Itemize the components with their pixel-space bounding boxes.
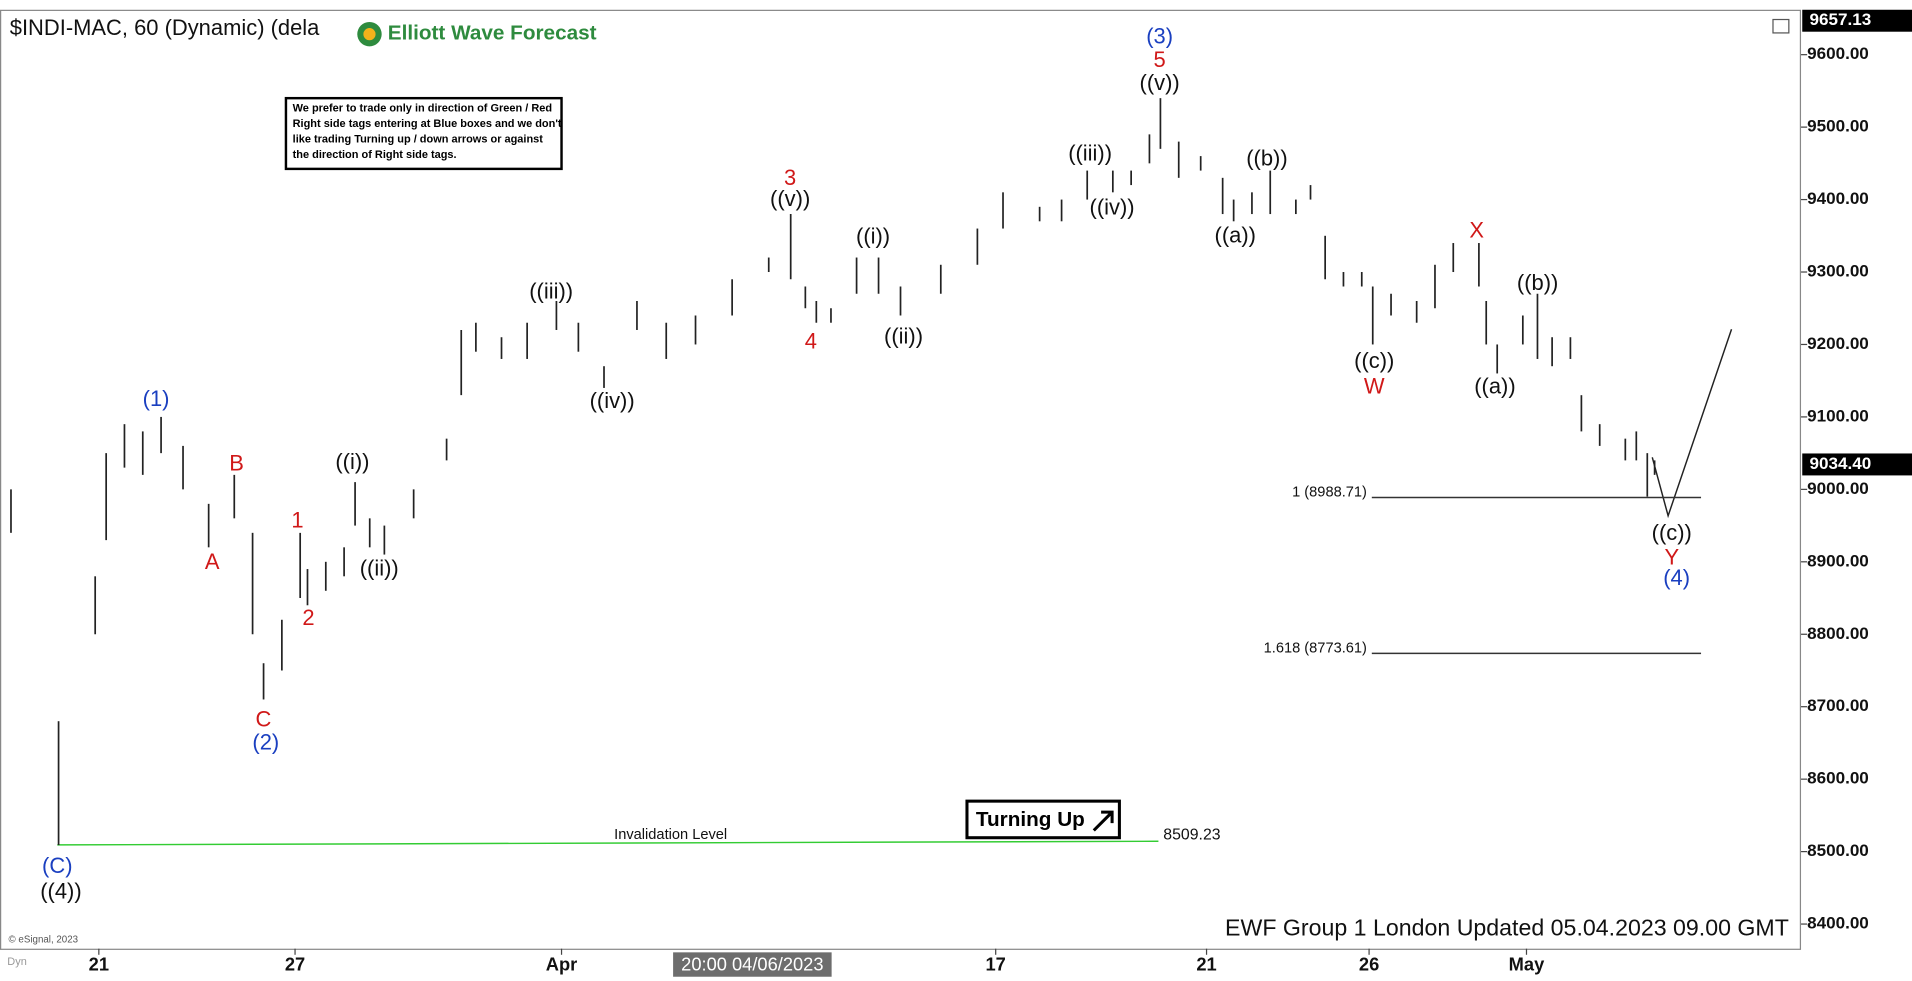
projection-path — [1651, 329, 1733, 519]
x-tick-label: 26 — [1359, 954, 1379, 975]
x-tick-label: 21 — [1196, 954, 1216, 975]
wave-label: ((c)) — [1354, 348, 1394, 373]
signal-text: Turning Up — [976, 808, 1085, 831]
x-tick-label: 17 — [986, 954, 1006, 975]
y-tick-label: 9200.00 — [1807, 334, 1869, 353]
signal-box — [965, 799, 1121, 840]
wave-label: ((i)) — [856, 224, 890, 249]
wave-label: ((i)) — [335, 449, 369, 474]
invalidation-label: 8509.23 — [1163, 826, 1220, 843]
note-line: We prefer to trade only in direction of … — [293, 102, 552, 114]
x-tick-label: May — [1509, 954, 1545, 975]
wave-label: ((iii)) — [529, 278, 573, 303]
y-tick-label: 8600.00 — [1807, 769, 1869, 788]
corner-label: Dyn — [7, 956, 27, 968]
wave-label: ((v)) — [770, 186, 810, 211]
price-tag-label: 9657.13 — [1810, 10, 1872, 29]
y-tick-label: 8700.00 — [1807, 696, 1869, 715]
wave-label: (C) — [42, 853, 72, 878]
wave-label: C — [255, 706, 271, 731]
y-tick-label: 9600.00 — [1807, 44, 1869, 63]
wave-label: ((v)) — [1140, 70, 1180, 95]
wave-label: 1 — [291, 508, 303, 533]
wave-label: ((a)) — [1215, 222, 1256, 247]
invalidation-name: Invalidation Level — [614, 827, 727, 843]
y-tick-label: 9400.00 — [1807, 189, 1869, 208]
wave-label: (1) — [143, 386, 170, 411]
y-tick-label: 9300.00 — [1807, 262, 1869, 281]
copyright: © eSignal, 2023 — [9, 935, 79, 946]
signal-arrow — [1092, 810, 1114, 832]
wave-label: ((c)) — [1652, 520, 1692, 545]
wave-label: A — [205, 549, 220, 574]
y-tick-label: 8400.00 — [1807, 914, 1869, 933]
panel-icon — [1772, 18, 1790, 34]
price-tag-label: 9034.40 — [1810, 454, 1872, 473]
x-tick-label: Apr — [546, 954, 577, 975]
wave-label: ((4)) — [40, 878, 81, 903]
fib-label: 1 (8988.71) — [1292, 485, 1367, 501]
y-tick-label: 9000.00 — [1807, 479, 1869, 498]
wave-label: Y — [1664, 544, 1679, 569]
note: We prefer to trade only in direction of … — [293, 102, 562, 160]
wave-label: X — [1469, 217, 1484, 242]
price-tag-box — [1802, 453, 1912, 476]
wave-label: 4 — [805, 328, 817, 353]
wave-label: ((ii)) — [360, 555, 399, 580]
wave-label: (4) — [1663, 565, 1690, 590]
wave-label: ((a)) — [1474, 374, 1515, 399]
crosshair-label: 20:00 04/06/2023 — [681, 954, 823, 975]
y-tick-label: 8800.00 — [1807, 624, 1869, 643]
invalidation-line — [57, 840, 1159, 846]
y-tick-label: 8900.00 — [1807, 551, 1869, 570]
x-tick-label: 27 — [285, 954, 305, 975]
note-line: like trading Turning up / down arrows or… — [293, 133, 544, 145]
note-line: the direction of Right side tags. — [293, 149, 457, 161]
logo-text: Elliott Wave Forecast — [388, 22, 597, 45]
y-tick-label: 9100.00 — [1807, 406, 1869, 425]
note-box — [284, 96, 563, 171]
y-tick-label: 8500.00 — [1807, 841, 1869, 860]
crosshair-box — [673, 952, 832, 977]
wave-label: W — [1364, 374, 1385, 399]
y-tick-label: 9500.00 — [1807, 117, 1869, 136]
note-line: Right side tags entering at Blue boxes a… — [293, 118, 562, 130]
wave-label: ((ii)) — [884, 324, 923, 349]
x-tick-label: 21 — [89, 954, 109, 975]
chart-title: $INDI-MAC, 60 (Dynamic) (dela — [10, 15, 320, 40]
wave-label: ((iv)) — [590, 388, 635, 413]
fib-label: 1.618 (8773.61) — [1264, 640, 1367, 656]
logo: Elliott Wave Forecast — [357, 22, 597, 47]
price-tag-box — [1802, 9, 1912, 32]
wave-label: B — [229, 450, 244, 475]
logo-icon — [363, 28, 376, 41]
wave-label: ((b)) — [1517, 270, 1558, 295]
wave-label: (3) — [1146, 24, 1173, 49]
wave-label: ((iii)) — [1068, 141, 1112, 166]
wave-label: (2) — [252, 730, 279, 755]
plot-frame — [0, 9, 1802, 950]
wave-label: 5 — [1154, 47, 1166, 72]
wave-label: 2 — [302, 605, 314, 630]
wave-label: ((b)) — [1246, 146, 1287, 171]
wave-label: 3 — [784, 165, 796, 190]
wave-label: ((iv)) — [1090, 194, 1135, 219]
footer: EWF Group 1 London Updated 05.04.2023 09… — [1225, 914, 1789, 940]
